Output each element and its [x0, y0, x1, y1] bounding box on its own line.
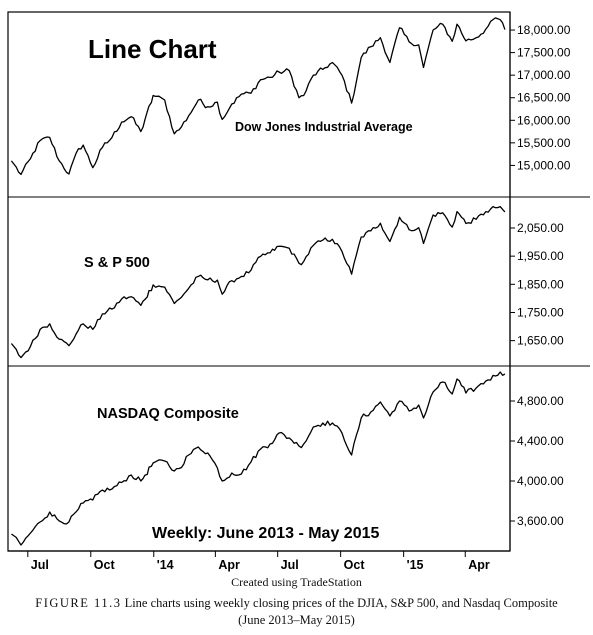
x-tick-label: Jul [31, 558, 49, 572]
series-line [11, 371, 506, 546]
y-tick-label: 1,850.00 [517, 277, 564, 291]
figure-caption: FIGURE 11.3 Line charts using weekly clo… [0, 596, 593, 611]
y-tick-label: 17,500.00 [517, 46, 571, 60]
chart-title: Line Chart [88, 34, 217, 64]
panel-title: NASDAQ Composite [97, 406, 239, 422]
x-tick-label: Apr [218, 558, 240, 572]
period-label: Weekly: June 2013 - May 2015 [152, 525, 379, 542]
x-tick-label: '15 [407, 558, 424, 572]
y-tick-label: 4,000.00 [517, 474, 564, 488]
panel-2: 1,650.00 1,750.00 1,850.00 1,950.00 2,050.00… [8, 196, 590, 359]
figure-label: FIGURE 11.3 [35, 596, 122, 610]
series-line [10, 205, 506, 359]
y-tick-label: 4,800.00 [517, 394, 564, 408]
panel-1: 15,000.00 15,500.00 16,000.00 16,500.00 17,0… [10, 17, 571, 176]
y-tick-label: 4,400.00 [517, 434, 564, 448]
chart-panels: 15,000.00 15,500.00 16,000.00 16,500.00 17,0… [8, 17, 590, 546]
x-tick-label: Apr [468, 558, 490, 572]
y-tick-label: 1,650.00 [517, 334, 564, 348]
series-line [10, 17, 506, 176]
y-tick-label: 2,050.00 [517, 221, 564, 235]
x-tick-label: Oct [344, 558, 366, 572]
figure-caption-text: Line charts using weekly closing prices … [124, 596, 558, 610]
figure-chart: 15,000.00 15,500.00 16,000.00 16,500.00 17,0… [7, 11, 590, 572]
panel-3: 3,600.00 4,000.00 4,400.00 4,800.00 NASDAQ C… [8, 365, 590, 546]
figure-caption-range: (June 2013–May 2015) [238, 613, 355, 627]
panel-title: S & P 500 [84, 255, 150, 271]
y-tick-label: 1,750.00 [517, 305, 564, 319]
x-axis: Jul Oct '14 Apr Jul Oct '15 Apr [27, 551, 490, 572]
y-tick-label: 3,600.00 [517, 514, 564, 528]
y-tick-label: 15,500.00 [517, 136, 571, 150]
y-tick-label: 18,000.00 [517, 23, 571, 37]
panel-title: Dow Jones Industrial Average [235, 120, 413, 134]
x-tick-label: Oct [94, 558, 116, 572]
y-tick-label: 17,000.00 [517, 68, 571, 82]
plot-frame [7, 11, 511, 552]
y-tick-label: 16,000.00 [517, 113, 571, 127]
x-tick-label: '14 [157, 558, 174, 572]
y-tick-label: 1,950.00 [517, 249, 564, 263]
x-tick-label: Jul [281, 558, 299, 572]
y-tick-label: 15,000.00 [517, 158, 571, 172]
credit-line: Created using TradeStation [231, 575, 362, 589]
y-tick-label: 16,500.00 [517, 91, 571, 105]
